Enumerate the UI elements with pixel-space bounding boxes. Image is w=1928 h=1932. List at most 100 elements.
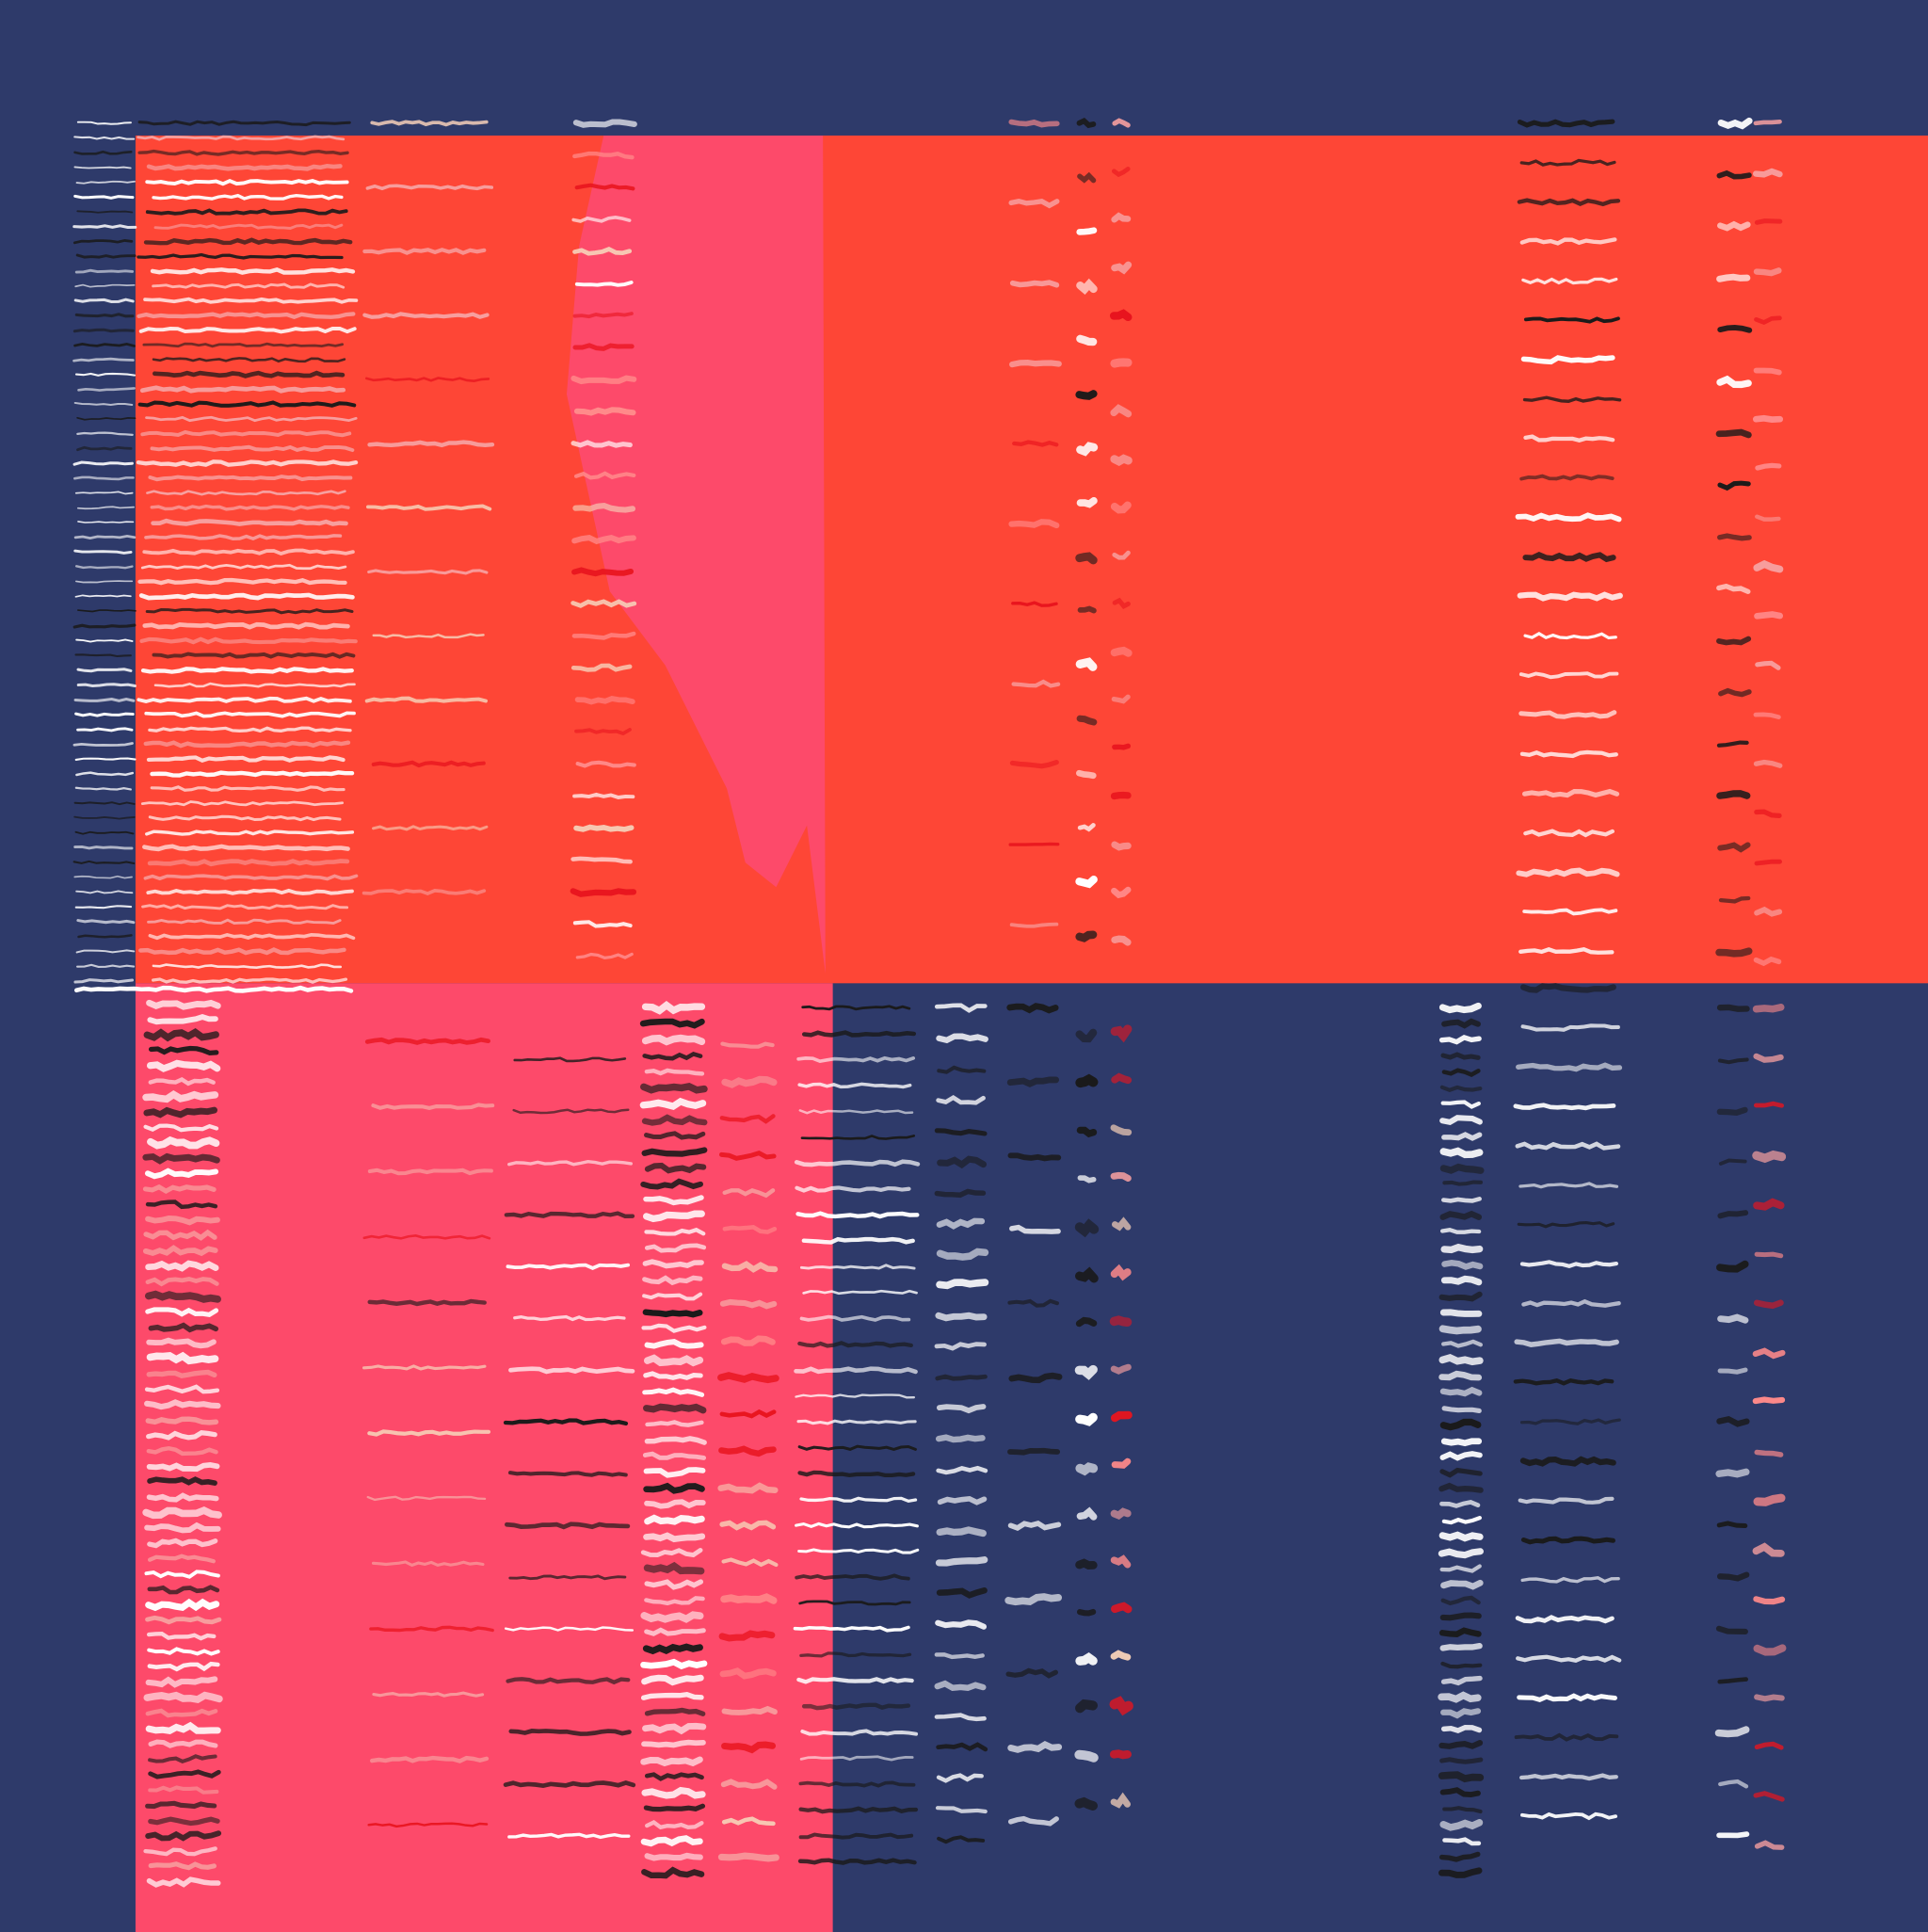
stroke-mark [793, 1625, 910, 1633]
stroke-mark [796, 1677, 914, 1684]
stroke-mark [1752, 1150, 1787, 1164]
stroke-mark [147, 1013, 218, 1025]
stroke-mark [802, 1289, 918, 1296]
stroke-mark [639, 1018, 705, 1029]
stroke-mark [1007, 1298, 1059, 1308]
stroke-mark [1075, 657, 1098, 671]
stroke-mark [1752, 414, 1784, 423]
stroke-mark [137, 149, 349, 156]
stroke-mark [936, 1217, 986, 1230]
stroke-mark [137, 252, 344, 260]
stroke-mark [145, 1800, 217, 1810]
stroke-mark [1075, 876, 1098, 889]
stroke-marks [72, 117, 1787, 1888]
stroke-mark [1439, 1467, 1483, 1478]
stroke-mark [570, 663, 633, 672]
stroke-mark [936, 1526, 987, 1538]
stroke-mark [364, 1037, 490, 1045]
stroke-mark [145, 1307, 219, 1318]
stroke-mark [719, 1520, 777, 1531]
stroke-mark [1523, 434, 1615, 443]
stroke-mark [1753, 1299, 1784, 1310]
stroke-mark [146, 1631, 217, 1641]
stroke-mark [645, 1420, 704, 1427]
stroke-mark [1111, 166, 1131, 178]
stroke-mark [1517, 198, 1621, 207]
stroke-mark [937, 1495, 988, 1505]
stroke-mark [721, 1705, 778, 1715]
stroke-mark [145, 1416, 219, 1425]
stroke-mark [575, 952, 634, 960]
stroke-mark [74, 313, 135, 318]
stroke-mark [936, 1095, 986, 1105]
stroke-mark [1077, 171, 1097, 184]
stroke-mark [1522, 395, 1622, 403]
stroke-mark [142, 1506, 222, 1520]
stroke-mark [142, 1183, 217, 1195]
stroke-mark [1515, 1141, 1621, 1151]
stroke-mark [570, 440, 633, 448]
stroke-mark [1752, 1347, 1786, 1360]
stroke-mark [1754, 809, 1782, 818]
stroke-mark [147, 1661, 220, 1672]
stroke-mark [644, 1707, 706, 1716]
stroke-mark [505, 1521, 631, 1530]
stroke-mark [145, 178, 349, 186]
stroke-mark [1110, 501, 1132, 514]
stroke-mark [73, 985, 354, 993]
stroke-mark [642, 1309, 703, 1318]
stroke-mark [138, 592, 355, 601]
stroke-mark [1110, 646, 1133, 657]
stroke-mark [76, 609, 137, 613]
stroke-mark [574, 280, 634, 287]
stroke-mark [642, 1259, 704, 1269]
stroke-mark [641, 1786, 706, 1799]
stroke-mark [644, 1627, 706, 1636]
stroke-mark [1519, 749, 1618, 759]
stroke-mark [798, 1780, 916, 1788]
stroke-mark [1076, 278, 1098, 295]
stroke-mark [644, 1162, 707, 1174]
stroke-mark [1110, 454, 1133, 467]
stroke-mark [76, 919, 136, 925]
stroke-mark [137, 120, 351, 127]
stroke-mark [799, 1264, 916, 1270]
stroke-mark [76, 683, 137, 688]
stroke-mark [1753, 759, 1783, 768]
stroke-mark [643, 1195, 704, 1206]
stroke-mark [642, 1051, 703, 1061]
stroke-mark [1514, 1338, 1619, 1347]
stroke-mark [153, 682, 356, 688]
stroke-mark [1716, 1415, 1750, 1427]
stroke-mark [147, 1135, 220, 1150]
stroke-mark [76, 431, 134, 436]
stroke-mark [721, 1816, 776, 1827]
stroke-mark [644, 1579, 704, 1590]
stroke-mark [366, 1495, 487, 1502]
stroke-mark [1754, 611, 1784, 620]
stroke-mark [148, 475, 353, 482]
stroke-mark [797, 1444, 917, 1451]
stroke-mark [372, 825, 489, 831]
stroke-mark [367, 1167, 493, 1176]
stroke-mark [936, 1586, 988, 1599]
stroke-mark [570, 888, 637, 897]
stroke-mark [721, 1741, 777, 1754]
stroke-mark [1439, 1564, 1482, 1573]
stroke-mark [1075, 1316, 1098, 1328]
stroke-mark [148, 1861, 217, 1871]
stroke-mark [1521, 1298, 1621, 1308]
stroke-mark [1074, 1749, 1099, 1763]
stroke-mark [1076, 1506, 1098, 1521]
stroke-mark [1513, 1377, 1615, 1386]
stroke-mark [1441, 1406, 1482, 1413]
stroke-mark [142, 1245, 218, 1257]
stroke-mark [138, 947, 346, 956]
stroke-mark [1521, 277, 1618, 285]
stroke-mark [1515, 512, 1622, 523]
stroke-mark [1076, 334, 1098, 346]
stroke-mark [1522, 908, 1618, 916]
stroke-mark [362, 889, 487, 896]
stroke-mark [145, 607, 354, 615]
stroke-mark [1753, 956, 1782, 967]
